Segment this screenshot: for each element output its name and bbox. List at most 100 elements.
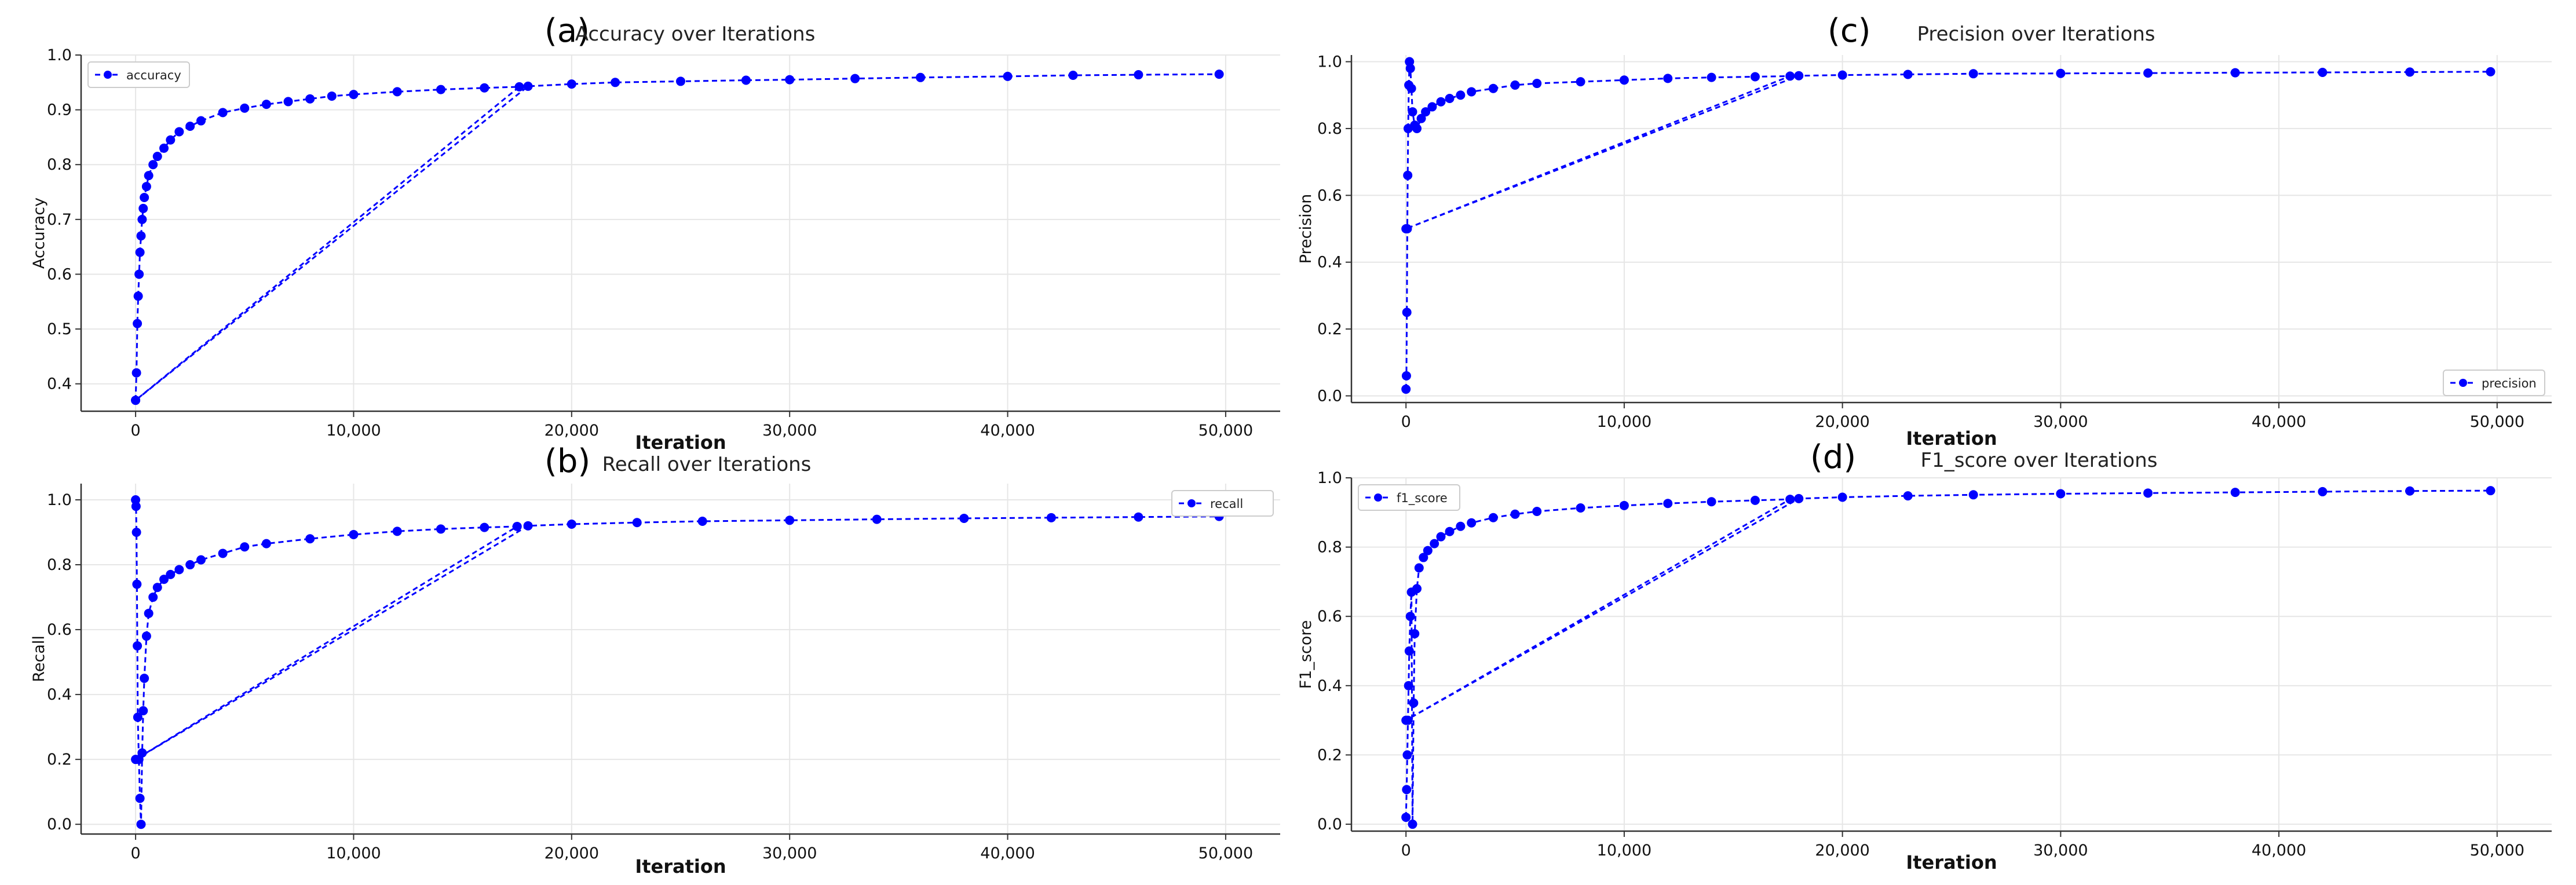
data-point	[1430, 539, 1439, 548]
data-point	[1423, 546, 1433, 555]
data-point	[305, 534, 315, 544]
x-tick-label: 40,000	[2252, 413, 2306, 431]
data-point	[133, 319, 142, 328]
data-point	[1410, 629, 1420, 639]
data-point	[1401, 715, 1411, 725]
y-tick-label: 0.5	[47, 320, 72, 338]
x-tick-label: 0	[1401, 842, 1411, 860]
data-point	[785, 515, 795, 525]
data-point	[1416, 114, 1426, 123]
data-point	[174, 127, 184, 137]
data-point	[1003, 71, 1013, 81]
legend-box	[2443, 370, 2545, 396]
data-point	[1402, 785, 1412, 795]
data-point	[261, 539, 271, 548]
legend-box	[87, 61, 190, 88]
y-tick-label: 0.8	[1317, 120, 1342, 138]
data-point	[136, 231, 146, 241]
data-point	[2056, 489, 2066, 499]
x-tick-label: 40,000	[980, 422, 1035, 440]
data-point	[1412, 584, 1422, 594]
data-point	[567, 520, 576, 529]
data-point	[1214, 70, 1224, 79]
data-point	[1419, 553, 1428, 562]
data-point	[261, 100, 271, 109]
data-point	[1436, 97, 1446, 107]
data-point	[2143, 488, 2153, 498]
data-point	[392, 87, 402, 97]
y-tick-label: 0.6	[1317, 608, 1342, 626]
data-point	[1402, 750, 1412, 760]
data-point	[523, 521, 533, 531]
data-point	[741, 75, 751, 85]
data-point	[135, 247, 145, 257]
data-point	[1576, 503, 1585, 513]
legend-marker	[104, 71, 112, 79]
data-point	[959, 513, 969, 523]
data-point	[159, 575, 169, 584]
data-point	[327, 91, 337, 101]
data-point	[148, 160, 158, 170]
data-point	[185, 560, 195, 570]
data-point	[1408, 107, 1417, 117]
x-tick-label: 50,000	[2470, 413, 2524, 431]
y-tick-label: 0.0	[47, 815, 72, 833]
data-point	[1532, 79, 1542, 89]
data-point	[1837, 70, 1847, 80]
y-tick-label: 0.8	[47, 556, 72, 574]
data-point	[1576, 77, 1585, 87]
data-point	[137, 748, 147, 758]
x-tick-label: 0	[130, 844, 140, 862]
data-point	[1903, 70, 1913, 79]
x-tick-label: 30,000	[2033, 413, 2088, 431]
data-point	[1467, 518, 1477, 528]
data-point	[1663, 499, 1673, 509]
x-tick-label: 20,000	[1815, 842, 1869, 860]
series-line-f1_score	[1405, 489, 2491, 825]
data-point	[1619, 75, 1629, 85]
data-point	[1427, 102, 1437, 112]
data-point	[166, 135, 176, 145]
data-point	[136, 820, 146, 829]
x-tick-label: 40,000	[980, 844, 1035, 862]
data-point	[436, 85, 445, 94]
y-tick-label: 0.6	[47, 621, 72, 639]
data-point	[1707, 497, 1716, 507]
data-point	[1467, 87, 1477, 97]
y-tick-label: 0.4	[1317, 254, 1342, 272]
data-point	[240, 542, 250, 552]
data-point	[2486, 486, 2495, 496]
panel-label: (a)	[545, 12, 590, 50]
data-point	[1488, 83, 1498, 93]
legend: f1_score	[1358, 484, 1460, 511]
chart-title: Precision over Iterations	[1917, 23, 2155, 46]
y-tick-label: 1.0	[47, 491, 72, 509]
data-point	[152, 152, 162, 162]
x-axis-label: Iteration	[1906, 427, 1997, 449]
x-tick-label: 20,000	[1815, 413, 1869, 431]
data-point	[1403, 170, 1413, 180]
data-point	[138, 706, 148, 716]
data-point	[1421, 107, 1431, 117]
data-point	[1445, 94, 1455, 103]
y-tick-label: 0.9	[47, 101, 72, 119]
y-tick-label: 1.0	[47, 46, 72, 64]
data-point	[185, 122, 195, 131]
data-point	[133, 641, 142, 651]
data-point	[174, 565, 184, 575]
data-point	[1456, 521, 1466, 531]
legend-label: recall	[1210, 497, 1243, 511]
legend: accuracy	[87, 61, 190, 88]
x-tick-label: 50,000	[1199, 844, 1253, 862]
data-point	[1707, 72, 1716, 82]
y-tick-label: 0.2	[1317, 320, 1342, 338]
data-point	[159, 143, 169, 153]
data-point	[567, 79, 576, 89]
x-tick-label: 10,000	[1597, 842, 1651, 860]
data-point	[132, 579, 142, 589]
y-tick-label: 0.6	[47, 265, 72, 283]
x-axis-label: Iteration	[635, 431, 726, 454]
data-point	[349, 529, 359, 539]
data-point	[140, 674, 149, 683]
legend-marker	[1187, 499, 1196, 507]
